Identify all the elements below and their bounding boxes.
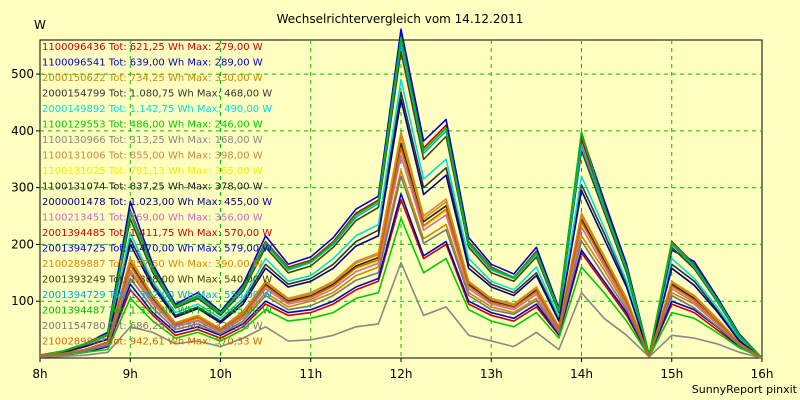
series-line-2000001478 (39, 98, 763, 359)
legend-entry-2001394729: 2001394729 Tot: 1.382,00 Wh Max: 556,00 … (42, 290, 272, 301)
chart-title: Wechselrichtervergleich vom 14.12.2011 (277, 12, 524, 26)
x-tick-label: 15h (660, 367, 683, 381)
legend-entry-2000154799: 2000154799 Tot: 1.080,75 Wh Max: 468,00 … (42, 89, 272, 100)
y-tick-label: 300 (11, 181, 34, 195)
legend-entry-1100131074: 1100131074 Tot: 837,25 Wh Max: 378,00 W (42, 182, 263, 193)
legend-entry-2000150622: 2000150622 Tot: 734,25 Wh Max: 330,00 W (42, 73, 263, 84)
y-tick-label: 200 (11, 237, 34, 251)
legend-entry-2001154780: 2001154780 Tot: 686,25 Wh Max: 320,00 W (42, 321, 263, 332)
legend-entry-2100289887: 2100289887 Tot: 857,50 Wh Max: 390,00 W (42, 259, 263, 270)
x-tick-label: 10h (209, 367, 232, 381)
legend: 1100096436 Tot: 621,25 Wh Max: 279,00 W 1… (42, 42, 272, 348)
legend-entry-1100129553: 1100129553 Tot: 486,00 Wh Max: 246,00 W (42, 120, 263, 131)
legend-entry-1100096436: 1100096436 Tot: 621,25 Wh Max: 279,00 W (42, 42, 263, 53)
legend-entry-1100131006: 1100131006 Tot: 855,00 Wh Max: 398,00 W (42, 151, 263, 162)
legend-entry-1100096541: 1100096541 Tot: 639,00 Wh Max: 289,00 W (42, 58, 263, 69)
series-line-2001154780 (39, 175, 763, 359)
x-tick-label: 14h (570, 367, 593, 381)
y-tick-label: 500 (11, 67, 34, 81)
series-line-1100130966 (39, 261, 763, 359)
y-axis-label: W (34, 18, 46, 32)
series-line-2100289893 (39, 147, 763, 359)
legend-entry-2001393249: 2001393249 Tot: 1.308,00 Wh Max: 540,00 … (42, 275, 272, 286)
footer-credit: SunnyReport pinxit (692, 383, 798, 396)
y-axis-ticks: 100 200 300 400 500 (11, 67, 40, 308)
legend-entry-2001394725: 2001394725 Tot: 1.470,00 Wh Max: 579,00 … (42, 244, 272, 255)
legend-entry-1100130966: 1100130966 Tot: 313,25 Wh Max: 168,00 W (42, 135, 263, 146)
legend-entry-2001394485: 2001394485 Tot: 1.411,75 Wh Max: 570,00 … (42, 228, 272, 239)
x-tick-label: 13h (480, 367, 503, 381)
legend-entry-2000149892: 2000149892 Tot: 1.142,75 Wh Max: 490,00 … (42, 104, 272, 115)
x-axis-ticks: 8h 9h 10h 11h 12h 13h 14h 15h 16h (32, 358, 773, 381)
x-tick-label: 9h (123, 367, 138, 381)
legend-entry-2000001478: 2000001478 Tot: 1.023,00 Wh Max: 455,00 … (42, 197, 272, 208)
y-tick-label: 100 (11, 294, 34, 308)
x-tick-label: 8h (32, 367, 47, 381)
legend-entry-1100213451: 1100213451 Tot: 769,00 Wh Max: 356,00 W (42, 213, 263, 224)
series-line-2001394487 (39, 36, 763, 359)
legend-entry-2001394487: 2001394487 Tot: 1.391,00 Wh Max: 565,00 … (42, 306, 272, 317)
x-tick-label: 16h (751, 367, 774, 381)
legend-entry-1100131025: 1100131025 Tot: 781,13 Wh Max: 365,00 W (42, 166, 263, 177)
y-tick-label: 400 (11, 124, 34, 138)
series-lines (39, 28, 763, 359)
legend-entry-2100289893: 2100289893 Tot: 942,61 Wh Max: 370,33 W (42, 337, 263, 348)
series-line-1100129553 (40, 217, 763, 359)
x-tick-label: 11h (299, 367, 322, 381)
x-tick-label: 12h (390, 367, 413, 381)
